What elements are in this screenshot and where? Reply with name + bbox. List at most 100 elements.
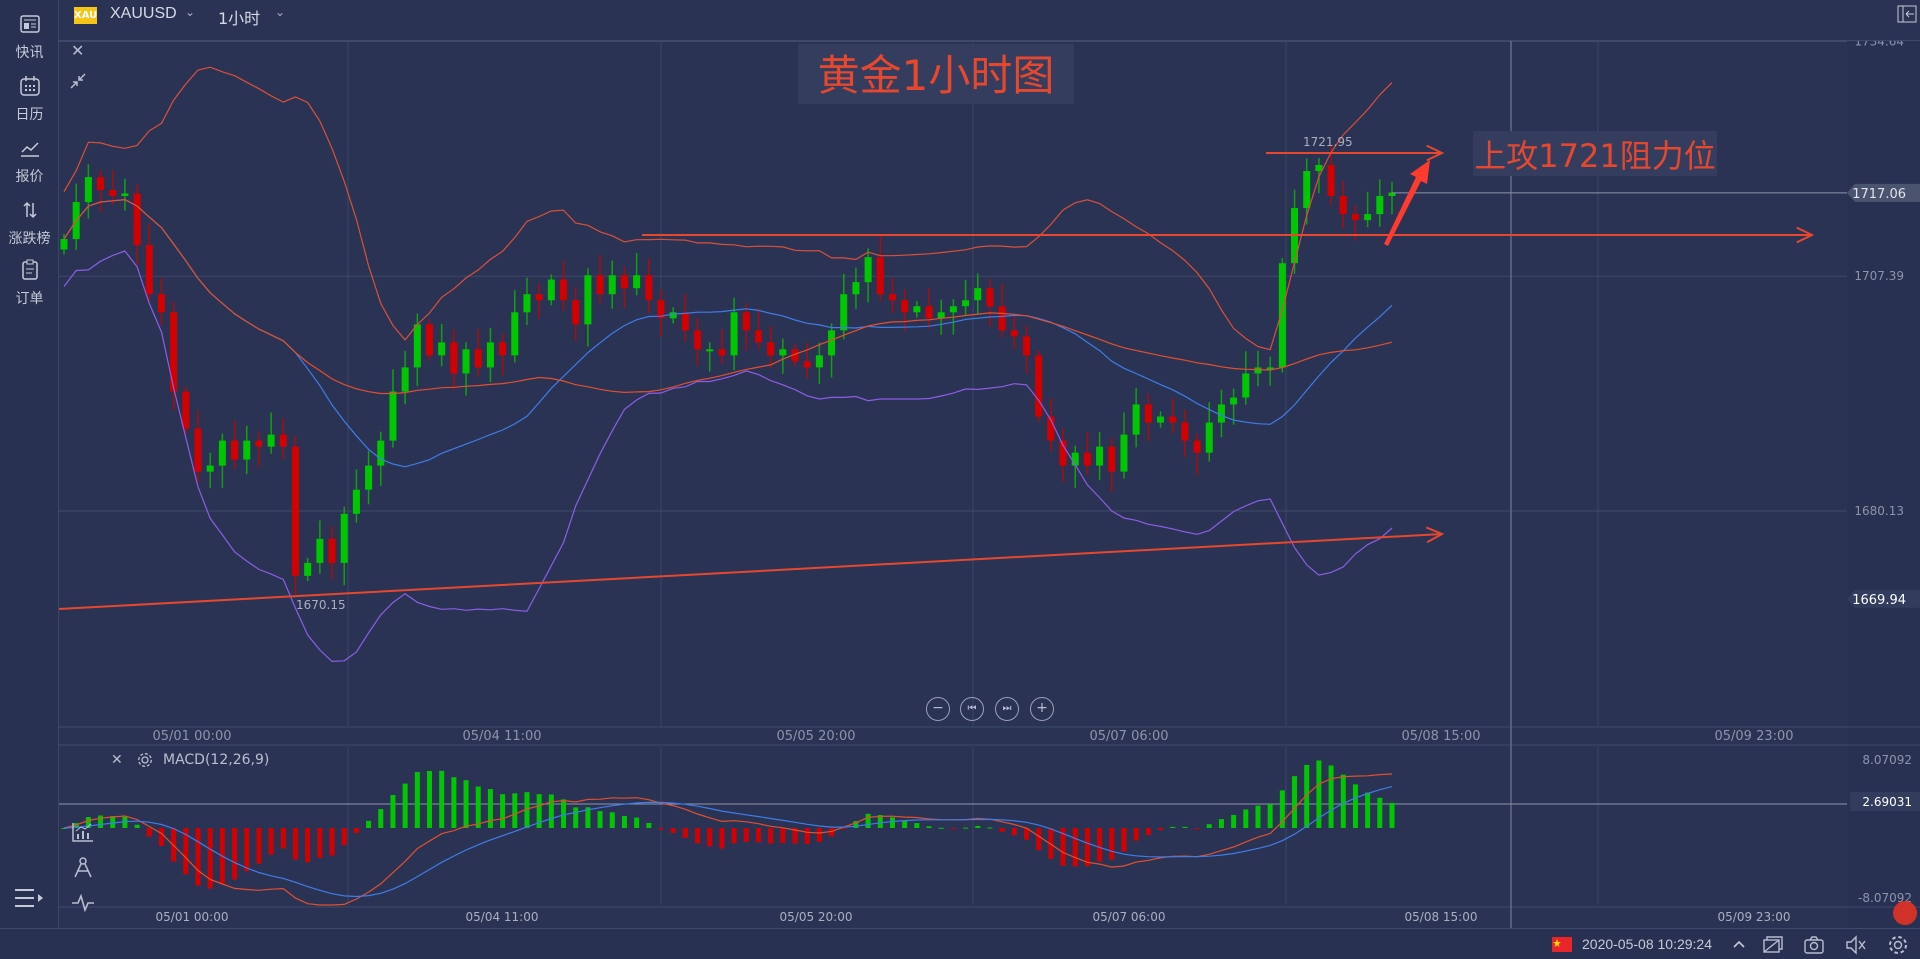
waveform-icon[interactable] bbox=[71, 894, 95, 912]
candle-up bbox=[1217, 404, 1225, 423]
camera-icon[interactable] bbox=[1803, 934, 1825, 956]
candle-down bbox=[1108, 446, 1116, 472]
x-tick-label: 05/05 20:00 bbox=[776, 729, 855, 744]
macd-hist-up bbox=[597, 811, 603, 828]
status-bar: 2020-05-08 10:29:24 bbox=[0, 928, 1920, 959]
support-resistance-line-arrowhead bbox=[1796, 226, 1815, 244]
candle-up bbox=[840, 294, 848, 331]
bollinger-lower-line bbox=[63, 250, 1393, 663]
sidebar-item-movers[interactable]: 涨跌榜 bbox=[0, 198, 59, 248]
candle-up bbox=[84, 177, 92, 203]
candle-down bbox=[876, 257, 884, 295]
x-tick-label: 05/04 11:00 bbox=[462, 729, 541, 744]
menu-expand-icon[interactable] bbox=[14, 887, 46, 909]
interval-selector[interactable]: 1小时 bbox=[218, 9, 261, 28]
close-macd-icon[interactable]: ✕ bbox=[111, 752, 123, 768]
macd-hist-down bbox=[207, 828, 213, 889]
candle-up bbox=[523, 294, 531, 313]
candle-down bbox=[231, 440, 239, 460]
candle-up bbox=[669, 312, 677, 319]
candle-up bbox=[401, 367, 409, 392]
sidebar-item-orders[interactable]: 订单 bbox=[0, 258, 59, 308]
settings-gear-icon[interactable] bbox=[1887, 934, 1909, 956]
macd-hist-down bbox=[1023, 828, 1029, 840]
macd-hist-down bbox=[1048, 828, 1054, 859]
candle-down bbox=[1022, 336, 1030, 356]
macd-hist-down bbox=[841, 828, 847, 829]
current-price-tag bbox=[1847, 183, 1920, 202]
macd-hist-up bbox=[902, 821, 908, 828]
macd-hist-up bbox=[963, 827, 969, 829]
drawing-compass-icon[interactable] bbox=[73, 856, 93, 878]
candle-up bbox=[1120, 434, 1128, 472]
sidebar-item-quotes[interactable]: 报价 bbox=[0, 136, 59, 186]
macd-hist-down bbox=[183, 828, 189, 875]
candle-down bbox=[1059, 440, 1067, 466]
interval-chevron-down-icon[interactable]: ⌄ bbox=[275, 5, 286, 19]
collapse-panel-icon[interactable] bbox=[1897, 5, 1917, 23]
shrink-icon[interactable] bbox=[70, 73, 86, 89]
macd-hist-down bbox=[816, 828, 822, 842]
macd-hist-up bbox=[877, 815, 883, 828]
macd-hist-up bbox=[524, 792, 530, 828]
scroll-start-button[interactable]: ⏮ bbox=[960, 697, 984, 721]
macd-hist-up bbox=[402, 783, 408, 828]
candle-down bbox=[1169, 416, 1177, 423]
candle-up bbox=[828, 330, 836, 356]
candle-up bbox=[352, 489, 360, 514]
macd-hist-up bbox=[427, 771, 433, 828]
symbol-chevron-down-icon[interactable]: ⌄ bbox=[185, 5, 196, 19]
candle-up bbox=[706, 349, 714, 352]
candle-down bbox=[182, 391, 190, 429]
macd-hist-up bbox=[548, 794, 554, 828]
candle-down bbox=[998, 306, 1006, 331]
candle-down bbox=[791, 349, 799, 362]
candle-up bbox=[340, 513, 348, 563]
zoom-in-button[interactable]: + bbox=[1030, 697, 1054, 721]
macd-hist-down bbox=[1084, 828, 1090, 867]
sidebar-item-calendar[interactable]: 日历 bbox=[0, 74, 59, 124]
symbol-selector[interactable]: XAUUSD bbox=[110, 5, 177, 22]
macd-hist-up bbox=[414, 772, 420, 828]
sidebar-item-label: 快讯 bbox=[15, 45, 44, 61]
bollinger-upper-line bbox=[63, 66, 1393, 351]
macd-hist-up bbox=[1231, 814, 1237, 828]
candle-up bbox=[267, 434, 275, 447]
window-layout-icon[interactable] bbox=[1762, 934, 1784, 956]
candle-up bbox=[413, 324, 421, 368]
macd-hist-down bbox=[329, 828, 335, 856]
candle-down bbox=[328, 538, 336, 563]
sound-muted-icon[interactable] bbox=[1845, 934, 1867, 956]
candle-up bbox=[377, 440, 385, 466]
sidebar-item-news[interactable]: 快讯 bbox=[0, 12, 59, 62]
macd-hist-up bbox=[475, 786, 481, 828]
macd-settings-gear-icon[interactable] bbox=[137, 752, 153, 768]
macd-hist-down bbox=[792, 828, 798, 844]
low-price-tag bbox=[1847, 589, 1920, 608]
support-trendline-arrowhead bbox=[1425, 526, 1445, 544]
close-chart-icon[interactable]: ✕ bbox=[71, 41, 85, 60]
candle-up bbox=[1254, 367, 1262, 374]
zoom-out-button[interactable]: − bbox=[926, 697, 950, 721]
candle-up bbox=[1364, 214, 1372, 221]
candle-down bbox=[560, 279, 568, 301]
candle-down bbox=[1193, 440, 1201, 453]
macd-hist-up bbox=[439, 770, 445, 828]
china-flag-icon[interactable] bbox=[1552, 937, 1572, 952]
macd-hist-up bbox=[1304, 764, 1310, 828]
macd-hist-down bbox=[1158, 828, 1164, 830]
scroll-end-button[interactable]: ⏭ bbox=[995, 697, 1019, 721]
candle-up bbox=[206, 465, 214, 472]
chevron-up-icon[interactable] bbox=[1733, 940, 1745, 948]
candle-up bbox=[949, 306, 957, 313]
macd-hist-up bbox=[1377, 797, 1383, 828]
up-down-arrows-icon bbox=[22, 201, 37, 219]
macd-hist-up bbox=[463, 780, 469, 828]
candle-down bbox=[596, 275, 604, 295]
sidebar-item-label: 报价 bbox=[15, 169, 44, 185]
candle-up bbox=[511, 312, 519, 356]
indicator-icon[interactable] bbox=[72, 822, 94, 842]
macd-hist-up bbox=[987, 827, 993, 829]
macd-hist-up bbox=[573, 807, 579, 828]
